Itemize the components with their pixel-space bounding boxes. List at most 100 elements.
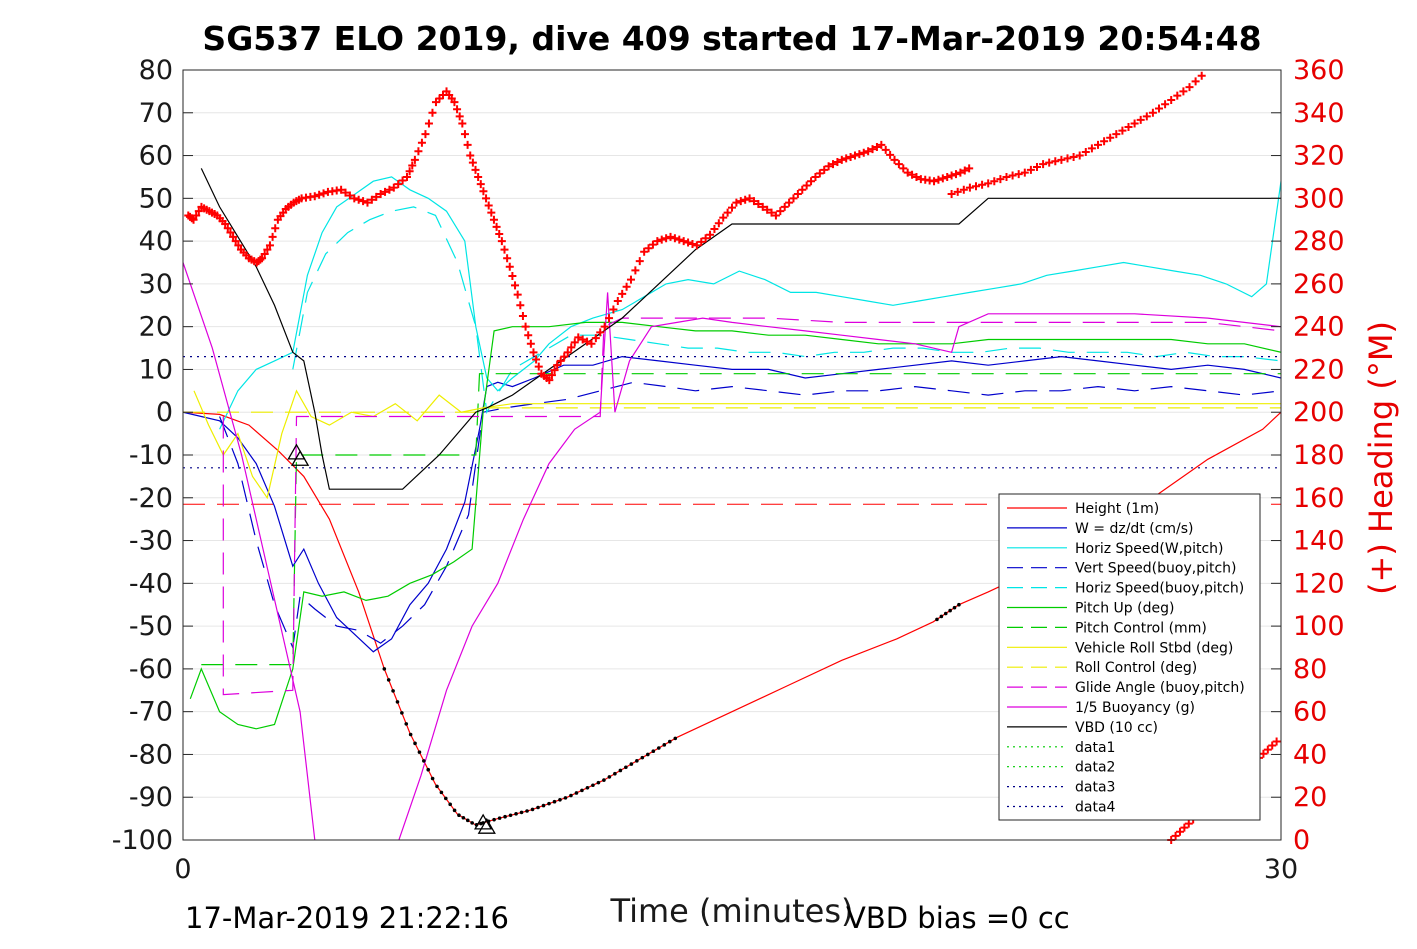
height-dot	[404, 722, 409, 726]
height-dot	[948, 608, 952, 613]
heading-mark	[714, 219, 723, 228]
height-dot	[635, 759, 639, 763]
heading-mark	[455, 112, 464, 121]
y-axis-left: 80 70 60 50 40 30 20 10 0 -10 -20 -30 -40 -50 -60 -70 -8…	[112, 55, 193, 856]
heading-mark	[736, 197, 745, 206]
heading-mark	[450, 98, 459, 107]
heading-mark	[899, 164, 908, 173]
heading-mark	[1175, 827, 1184, 836]
y2-axis-label: (+) Heading (°M)	[1362, 321, 1400, 595]
height-dot	[470, 821, 474, 825]
heading-mark	[960, 166, 969, 175]
legend-label: Height (1m)	[1075, 501, 1159, 517]
y2-tick-label: 120	[1293, 568, 1345, 599]
x-axis-label: Time (minutes)	[610, 892, 854, 930]
heading-mark	[458, 119, 467, 128]
heading-mark	[359, 197, 368, 206]
y2-tick-label: 180	[1293, 440, 1345, 471]
heading-mark	[476, 180, 485, 189]
y-tick-label: 60	[139, 141, 173, 172]
series-vert_buoy	[219, 381, 1281, 650]
heading-mark	[226, 228, 235, 237]
heading-mark	[644, 244, 653, 253]
footer-vbd-bias: VBD bias =0 cc	[846, 901, 1070, 935]
heading-mark	[532, 355, 541, 364]
heading-mark	[706, 230, 715, 239]
heading-mark	[1161, 100, 1170, 109]
legend-label: data4	[1075, 800, 1116, 816]
heading-mark	[758, 202, 767, 211]
height-dot	[673, 736, 678, 741]
heading-mark	[466, 151, 475, 160]
heading-mark	[363, 198, 372, 207]
heading-mark	[350, 194, 359, 203]
heading-mark	[545, 376, 554, 385]
heading-mark	[484, 201, 493, 210]
heading-mark	[864, 147, 873, 156]
heading-mark	[398, 176, 407, 185]
heading-mark	[492, 222, 501, 231]
heading-mark	[345, 191, 354, 200]
height-dot	[624, 765, 628, 770]
height-dot	[939, 614, 944, 619]
heading-mark	[675, 235, 684, 244]
heading-mark	[793, 190, 802, 199]
y-axis-right: 3603403203002802602402202001801601401201…	[1271, 55, 1345, 856]
heading-mark	[688, 239, 697, 248]
height-dot	[580, 788, 584, 793]
y-tick-label: -70	[129, 697, 173, 728]
height-dot	[408, 732, 413, 737]
y2-tick-label: 360	[1293, 55, 1345, 86]
heading-mark	[463, 140, 472, 149]
heading-mark	[1081, 147, 1090, 156]
heading-mark	[811, 172, 820, 181]
height-dot	[448, 802, 452, 807]
height-dot	[574, 791, 579, 795]
height-dot	[519, 810, 524, 815]
heading-mark	[749, 197, 758, 206]
y2-tick-label: 240	[1293, 312, 1345, 343]
heading-mark	[881, 145, 890, 154]
y-tick-label: 20	[139, 312, 173, 343]
height-dot	[667, 739, 672, 744]
y-tick-label: -10	[129, 440, 173, 471]
heading-mark	[1087, 144, 1096, 153]
heading-mark	[482, 194, 491, 203]
heading-mark	[487, 208, 496, 217]
heading-mark	[460, 130, 469, 139]
heading-mark	[1185, 83, 1194, 92]
heading-mark	[951, 170, 960, 179]
heading-mark	[1167, 95, 1176, 104]
heading-mark	[657, 235, 666, 244]
heading-mark	[428, 108, 437, 117]
y-tick-label: -20	[129, 483, 173, 514]
heading-mark	[587, 339, 596, 348]
heading-mark	[934, 175, 943, 184]
y2-tick-label: 320	[1293, 141, 1345, 172]
heading-mark	[802, 181, 811, 190]
legend-label: Pitch Up (deg)	[1075, 601, 1174, 617]
y2-tick-label: 160	[1293, 483, 1345, 514]
heading-mark	[354, 195, 363, 204]
height-dot	[569, 793, 573, 798]
heading-mark	[516, 301, 525, 310]
heading-mark	[271, 224, 280, 233]
heading-mark	[1124, 123, 1133, 132]
x-tick-label: 0	[174, 854, 191, 885]
height-dot	[435, 784, 439, 789]
heading-mark	[908, 170, 917, 179]
heading-mark	[265, 241, 274, 250]
legend-label: 1/5 Buoyancy (g)	[1075, 700, 1195, 716]
heading-mark	[640, 247, 649, 256]
height-dot	[563, 796, 568, 800]
height-dot	[413, 741, 417, 746]
heading-mark	[567, 343, 576, 352]
legend-label: Horiz Speed(W,pitch)	[1075, 541, 1223, 557]
heading-mark	[754, 200, 763, 209]
series-roll	[193, 389, 1281, 500]
heading-mark	[424, 119, 433, 128]
x-axis: 0 30	[174, 854, 1298, 885]
y2-tick-label: 300	[1293, 183, 1345, 214]
heading-mark	[421, 130, 430, 139]
